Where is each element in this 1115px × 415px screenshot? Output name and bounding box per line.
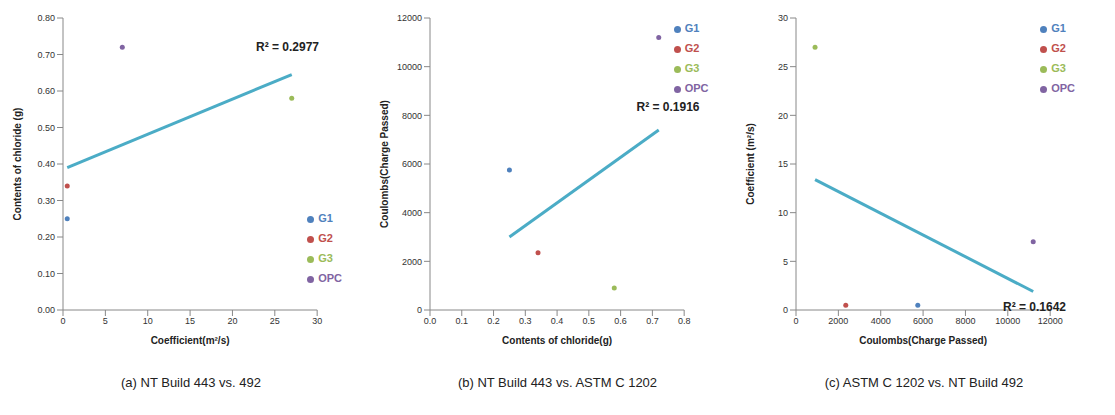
html-text:R² = 0.1642: R² = 0.1642 xyxy=(1003,300,1066,314)
svg-text:5: 5 xyxy=(103,316,108,326)
html-text:(a) NT Build 443 vs. 492: (a) NT Build 443 vs. 492 xyxy=(121,375,261,390)
svg-text:0.4: 0.4 xyxy=(550,316,563,326)
svg-text:Contents of chloride (g): Contents of chloride (g) xyxy=(12,108,23,221)
svg-text:0.30: 0.30 xyxy=(37,196,55,206)
svg-text:4000: 4000 xyxy=(871,316,891,326)
svg-text:0: 0 xyxy=(60,316,65,326)
svg-text:12000: 12000 xyxy=(396,13,421,23)
svg-text:25: 25 xyxy=(270,316,280,326)
html-text:OPC: OPC xyxy=(1051,82,1075,94)
svg-text:0.6: 0.6 xyxy=(614,316,627,326)
html-text:G3: G3 xyxy=(1051,62,1066,74)
svg-text:0.1: 0.1 xyxy=(455,316,468,326)
svg-text:2000: 2000 xyxy=(828,316,848,326)
html-text:G2: G2 xyxy=(1051,42,1066,54)
svg-text:0.50: 0.50 xyxy=(37,123,55,133)
svg-text:0.00: 0.00 xyxy=(37,305,55,315)
html-text:G2: G2 xyxy=(318,232,333,244)
svg-text:10000: 10000 xyxy=(396,62,421,72)
html-text:OPC: OPC xyxy=(318,272,342,284)
svg-text:6000: 6000 xyxy=(401,159,421,169)
svg-text:25: 25 xyxy=(778,62,788,72)
svg-text:10: 10 xyxy=(778,208,788,218)
svg-text:0.8: 0.8 xyxy=(677,316,690,326)
svg-text:Coulombs(Charge Passed): Coulombs(Charge Passed) xyxy=(859,335,987,346)
html-text:G3: G3 xyxy=(318,252,333,264)
svg-text:0.10: 0.10 xyxy=(37,269,55,279)
svg-text:20: 20 xyxy=(227,316,237,326)
svg-text:15: 15 xyxy=(185,316,195,326)
svg-text:10000: 10000 xyxy=(995,316,1020,326)
svg-text:Coefficient(m²/s): Coefficient(m²/s) xyxy=(151,335,230,346)
svg-text:10: 10 xyxy=(143,316,153,326)
svg-text:12000: 12000 xyxy=(1038,316,1063,326)
html-text:G1: G1 xyxy=(1051,22,1066,34)
svg-text:Coefficient (m²/s): Coefficient (m²/s) xyxy=(745,123,756,205)
svg-text:0.70: 0.70 xyxy=(37,50,55,60)
svg-text:4000: 4000 xyxy=(401,208,421,218)
html-text:OPC: OPC xyxy=(684,82,709,94)
html-text:R² = 0.1916: R² = 0.1916 xyxy=(636,100,700,114)
svg-text:20: 20 xyxy=(778,111,788,121)
svg-text:30: 30 xyxy=(312,316,322,326)
svg-text:0.80: 0.80 xyxy=(37,13,55,23)
svg-text:0.2: 0.2 xyxy=(487,316,500,326)
svg-text:6000: 6000 xyxy=(913,316,933,326)
html-text:G1: G1 xyxy=(318,212,333,224)
svg-text:8000: 8000 xyxy=(955,316,975,326)
svg-text:5: 5 xyxy=(783,257,788,267)
svg-text:0: 0 xyxy=(793,316,798,326)
html-text:G3: G3 xyxy=(684,62,700,74)
svg-text:0.40: 0.40 xyxy=(37,159,55,169)
svg-text:0.60: 0.60 xyxy=(37,86,55,96)
svg-text:0.7: 0.7 xyxy=(646,316,659,326)
svg-text:Contents of chloride(g): Contents of chloride(g) xyxy=(502,335,612,346)
html-text:G1: G1 xyxy=(684,22,700,34)
html-text:G2: G2 xyxy=(684,42,700,54)
html-text:R² = 0.2977: R² = 0.2977 xyxy=(256,40,319,54)
svg-text:0: 0 xyxy=(783,305,788,315)
svg-text:0: 0 xyxy=(416,305,421,315)
svg-text:0.20: 0.20 xyxy=(37,232,55,242)
html-text:(c) ASTM C 1202 vs. NT Build 4: (c) ASTM C 1202 vs. NT Build 492 xyxy=(824,375,1024,390)
svg-text:8000: 8000 xyxy=(401,111,421,121)
svg-text:30: 30 xyxy=(778,13,788,23)
html-text:(b) NT Build 443 vs. ASTM C 12: (b) NT Build 443 vs. ASTM C 1202 xyxy=(457,375,658,390)
svg-text:0.0: 0.0 xyxy=(423,316,436,326)
svg-text:2000: 2000 xyxy=(401,257,421,267)
svg-text:0.5: 0.5 xyxy=(582,316,595,326)
svg-text:15: 15 xyxy=(778,159,788,169)
svg-text:Coulombs(Charge Passed): Coulombs(Charge Passed) xyxy=(378,100,389,228)
svg-text:0.3: 0.3 xyxy=(519,316,532,326)
